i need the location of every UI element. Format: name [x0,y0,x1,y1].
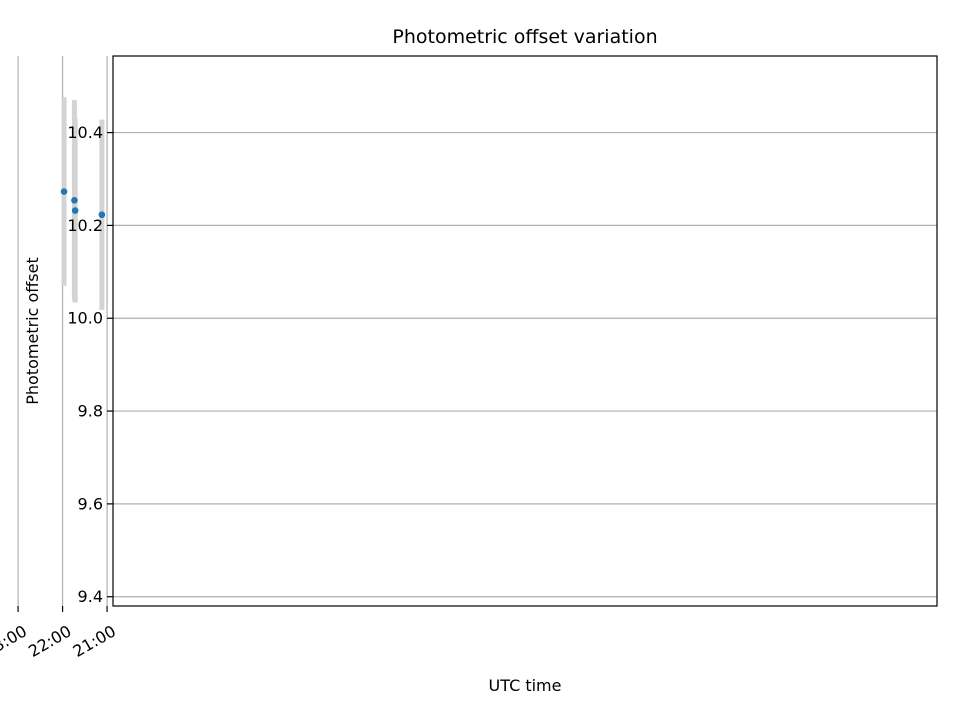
chart-title: Photometric offset variation [392,26,657,48]
plot-frame [112,55,938,607]
y-tick-label: 9.6 [78,494,103,513]
x-axis-label: UTC time [489,676,562,695]
y-tick-label: 10.0 [67,309,103,328]
y-axis-label: Photometric offset [23,257,42,405]
data-points [60,188,106,219]
y-tick-label: 9.8 [78,402,103,421]
data-point [98,211,106,219]
y-tick-label: 10.4 [67,123,103,142]
data-point [71,197,78,204]
y-tick-label: 9.4 [78,587,103,606]
y-tick-label: 10.2 [67,216,103,235]
data-point [60,188,68,195]
y-axis-ticks: 9.4 9.6 9.8 10.0 10.2 10.4 [67,123,113,606]
data-point [71,207,79,214]
